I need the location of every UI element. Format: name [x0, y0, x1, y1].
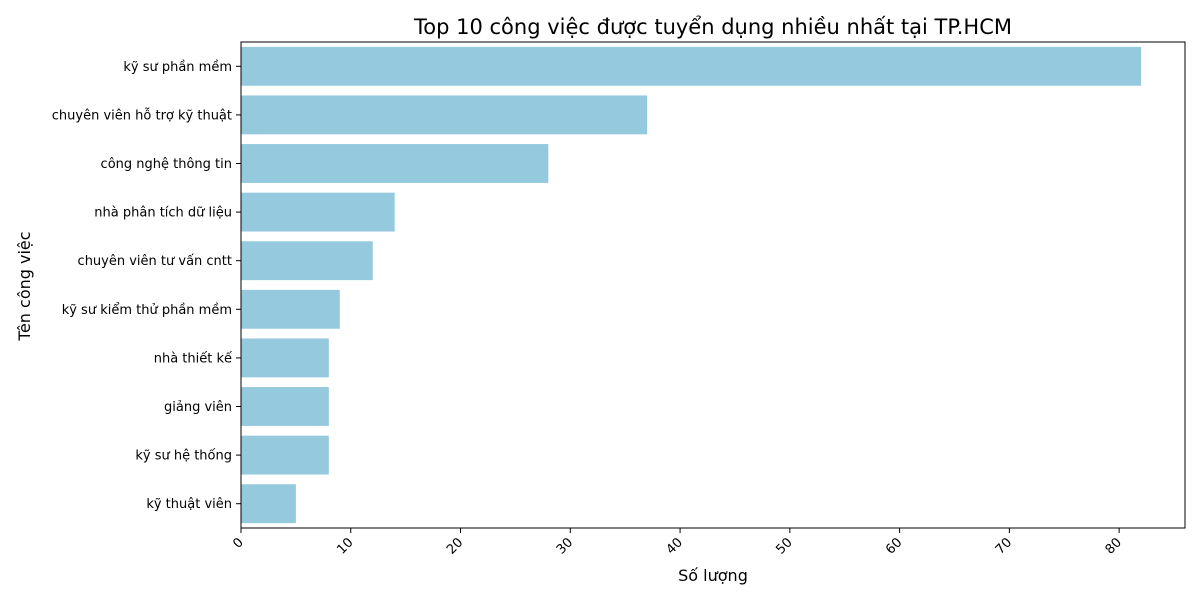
x-ticks-group: 0 10 20 30 40 50 60 70 80	[230, 528, 1125, 558]
y-tick-label: kỹ thuật viên	[146, 497, 232, 512]
bar	[241, 46, 1142, 86]
y-axis-label: Tên công việc	[15, 231, 34, 341]
bar	[241, 387, 329, 426]
x-tick-label: 30	[554, 535, 576, 557]
x-tick-label: 50	[773, 535, 795, 557]
bar	[241, 95, 648, 135]
x-axis-label: Số lượng	[678, 566, 748, 585]
bar	[241, 241, 373, 281]
y-tick-label: công nghệ thông tin	[101, 157, 232, 172]
chart-title: Top 10 công việc được tuyển dụng nhiều n…	[413, 15, 1012, 39]
y-tick-label: chuyên viên hỗ trợ kỹ thuật	[52, 108, 232, 123]
y-tick-label: chuyên viên tư vấn cntt	[78, 254, 232, 269]
plot-frame	[240, 41, 1186, 529]
x-tick-label: 0	[230, 535, 246, 551]
y-tick-label: nhà thiết kế	[154, 351, 232, 366]
x-tick-label: 20	[444, 535, 466, 557]
y-tick-label: kỹ sư phần mềm	[123, 60, 232, 75]
y-tick-label: nhà phân tích dữ liệu	[94, 206, 232, 221]
x-tick-label: 40	[664, 535, 686, 557]
bar	[241, 289, 340, 329]
bar	[241, 338, 329, 378]
y-tick-label: giảng viên	[164, 400, 232, 415]
x-tick-label: 10	[334, 535, 356, 557]
x-tick-label: 70	[993, 535, 1015, 557]
bars-group	[241, 46, 1142, 524]
y-ticks-group: kỹ sư phần mềm chuyên viên hỗ trợ kỹ thuậ…	[52, 60, 241, 512]
x-tick-label: 60	[883, 535, 905, 557]
bar	[241, 192, 395, 232]
bar	[241, 144, 549, 183]
y-tick-label: kỹ sư kiểm thử phần mềm	[62, 303, 232, 318]
y-tick-label: kỹ sư hệ thống	[135, 449, 232, 464]
bar	[241, 435, 329, 475]
bar	[241, 484, 296, 524]
x-tick-label: 80	[1103, 535, 1125, 557]
